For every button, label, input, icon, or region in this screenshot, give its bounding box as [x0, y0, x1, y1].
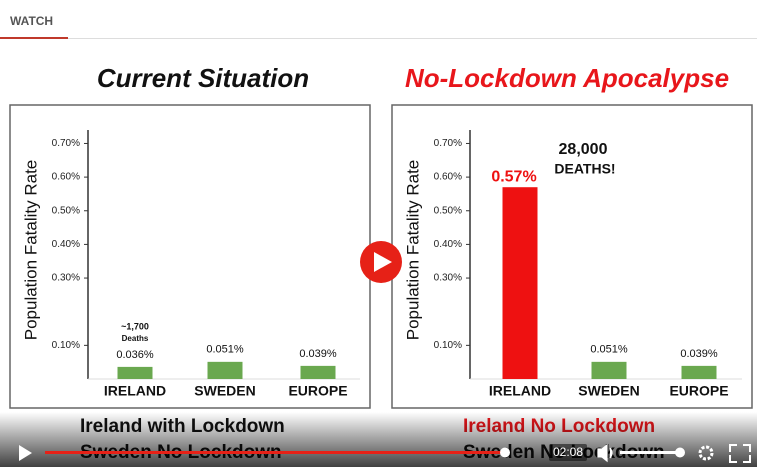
- bar: [207, 361, 243, 379]
- progress-handle[interactable]: [500, 447, 510, 458]
- play-icon: [374, 252, 392, 272]
- category-label: IRELAND: [489, 383, 551, 399]
- y-tick-label: 0.10%: [52, 340, 80, 351]
- play-button[interactable]: [19, 445, 32, 461]
- fullscreen-button[interactable]: [729, 444, 751, 463]
- bar: [681, 365, 717, 379]
- volume-slider[interactable]: [620, 451, 680, 454]
- value-label: 0.039%: [680, 348, 718, 360]
- value-label: 0.036%: [116, 349, 154, 361]
- bar: [591, 361, 627, 379]
- controls-shade: [0, 412, 757, 467]
- category-label: SWEDEN: [578, 383, 639, 399]
- tab-underline: [0, 37, 68, 39]
- y-tick-label: 0.10%: [434, 340, 462, 351]
- tab-divider: [0, 38, 757, 39]
- category-label: IRELAND: [104, 383, 166, 399]
- chart-frame: [9, 104, 371, 409]
- annotation: DEATHS!: [554, 161, 615, 177]
- volume-button[interactable]: [597, 443, 613, 463]
- tab-label[interactable]: WATCH: [10, 14, 53, 28]
- annotation: ~1,700: [121, 321, 149, 331]
- time-bg: [549, 444, 587, 461]
- category-label: SWEDEN: [194, 383, 255, 399]
- slide-title: No-Lockdown Apocalypse: [405, 63, 729, 93]
- y-axis-label: Population Fatality Rate: [403, 160, 422, 341]
- value-label: 0.57%: [491, 168, 536, 185]
- y-tick-label: 0.60%: [52, 172, 80, 183]
- progress-played: [45, 451, 505, 454]
- volume-handle[interactable]: [675, 447, 685, 458]
- category-label: EUROPE: [288, 383, 347, 399]
- time-display: 02:08: [553, 445, 583, 459]
- settings-button[interactable]: [698, 445, 714, 461]
- y-tick-label: 0.70%: [434, 138, 462, 149]
- slide-title: Current Situation: [97, 63, 309, 93]
- category-label: EUROPE: [669, 383, 728, 399]
- y-tick-label: 0.40%: [52, 239, 80, 250]
- annotation: Deaths: [122, 334, 149, 343]
- y-tick-label: 0.30%: [52, 273, 80, 284]
- y-tick-label: 0.40%: [434, 239, 462, 250]
- y-tick-label: 0.30%: [434, 273, 462, 284]
- bar: [117, 366, 153, 379]
- y-tick-label: 0.70%: [52, 138, 80, 149]
- value-label: 0.051%: [590, 344, 628, 356]
- annotation: 28,000: [559, 141, 608, 158]
- y-tick-label: 0.60%: [434, 172, 462, 183]
- y-tick-label: 0.50%: [52, 205, 80, 216]
- value-label: 0.051%: [206, 344, 244, 356]
- y-tick-label: 0.50%: [434, 205, 462, 216]
- bar: [300, 365, 336, 379]
- y-axis-label: Population Fatality Rate: [21, 160, 40, 341]
- bar: [502, 187, 538, 379]
- value-label: 0.039%: [299, 348, 337, 360]
